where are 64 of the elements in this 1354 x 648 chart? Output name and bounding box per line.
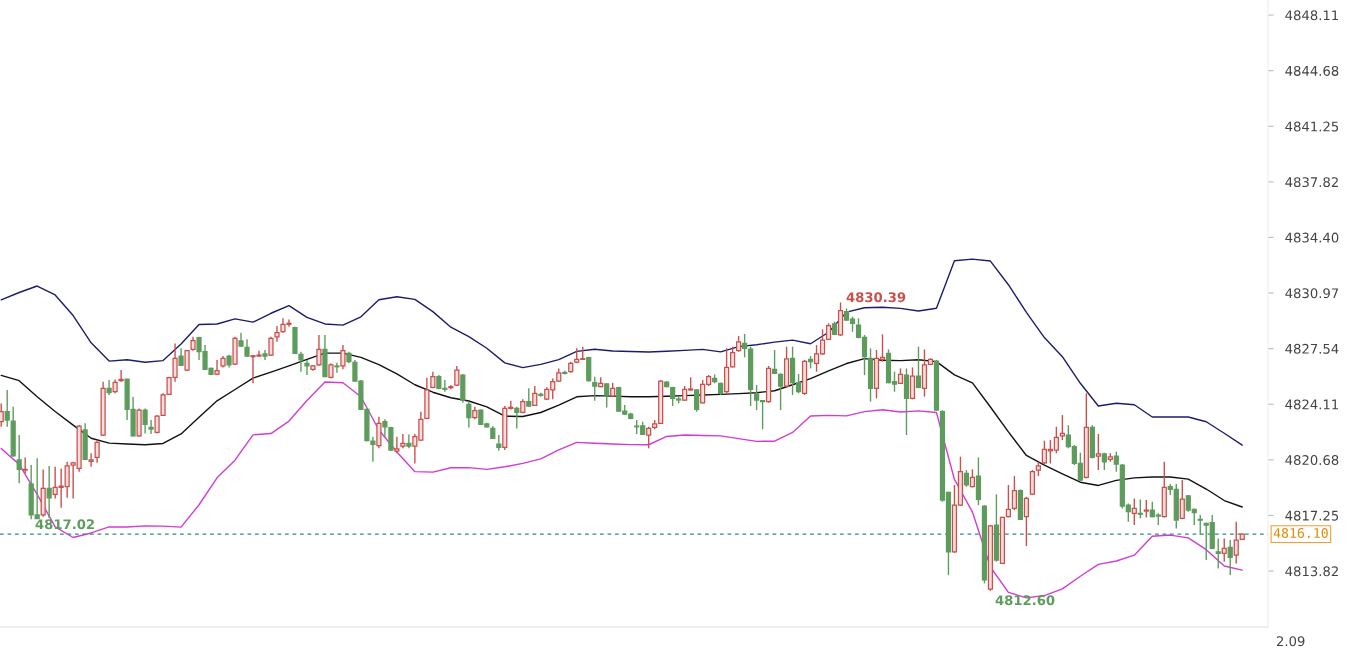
text: 2.09 (1276, 636, 1305, 647)
candlestick (1023, 496, 1029, 547)
candlestick (1179, 479, 1185, 521)
candlestick (1221, 537, 1227, 563)
candlestick (184, 349, 190, 372)
candlestick (604, 382, 610, 409)
candlestick (406, 433, 412, 450)
candlestick (382, 418, 388, 438)
annotation: 4830.39 (846, 292, 906, 303)
candlestick (909, 366, 916, 401)
candlestick (1227, 539, 1233, 576)
candlestick (340, 344, 346, 371)
candlestick (274, 325, 280, 343)
y-tick-label: 4848.11 (1285, 10, 1339, 21)
y-tick-label: 4834.40 (1285, 232, 1339, 243)
candlestick (88, 452, 94, 468)
candlestick (903, 367, 910, 436)
candlestick (0, 402, 4, 428)
y-tick-label: 4827.54 (1285, 343, 1339, 354)
ref-line-label: 4816.10 (1273, 527, 1328, 538)
y-tick-label: 4824.11 (1285, 399, 1339, 410)
y-tick-label: 4844.68 (1285, 65, 1339, 76)
candlestick (694, 388, 700, 413)
candlestick (94, 439, 100, 464)
candlestick (22, 456, 28, 474)
y-tick-label: 4813.82 (1285, 566, 1338, 577)
candlestick (16, 434, 22, 485)
candlestick (394, 435, 400, 455)
candlestick (46, 465, 52, 519)
candlestick (1131, 497, 1137, 526)
candlestick (1137, 498, 1143, 520)
candlestick (106, 379, 112, 396)
candlestick (1029, 469, 1035, 496)
candlestick (466, 400, 472, 429)
candlestick (334, 362, 340, 374)
candlestick (592, 375, 598, 402)
y-tick-label: 4820.68 (1285, 455, 1339, 466)
candlestick (646, 426, 652, 450)
candlestick (1095, 433, 1101, 471)
candlestick (777, 372, 784, 411)
candlestick (142, 407, 148, 435)
candlestick (118, 369, 124, 383)
candlestick (526, 387, 532, 408)
annotation: 4812.60 (995, 595, 1055, 606)
candlestick (586, 356, 592, 383)
y-tick-label: 4837.82 (1285, 177, 1338, 188)
candlestick (298, 350, 304, 373)
candlestick (975, 456, 982, 506)
candlestick (1059, 414, 1065, 441)
candlestick (1215, 537, 1221, 570)
y-tick-label: 4841.25 (1285, 121, 1339, 132)
candlestick (1011, 475, 1018, 511)
candlestick (148, 419, 154, 435)
candlestick (304, 359, 310, 376)
candlestick (1197, 514, 1203, 536)
candlestick (376, 416, 382, 450)
y-tick-label: 4817.25 (1285, 510, 1339, 521)
y-tick-label: 4830.97 (1285, 288, 1339, 299)
candlestick (514, 405, 520, 430)
candlestick (1005, 484, 1012, 519)
candlestick (214, 359, 220, 376)
candlestick (496, 434, 502, 452)
candlestick (400, 433, 406, 450)
candlestick (915, 345, 922, 390)
